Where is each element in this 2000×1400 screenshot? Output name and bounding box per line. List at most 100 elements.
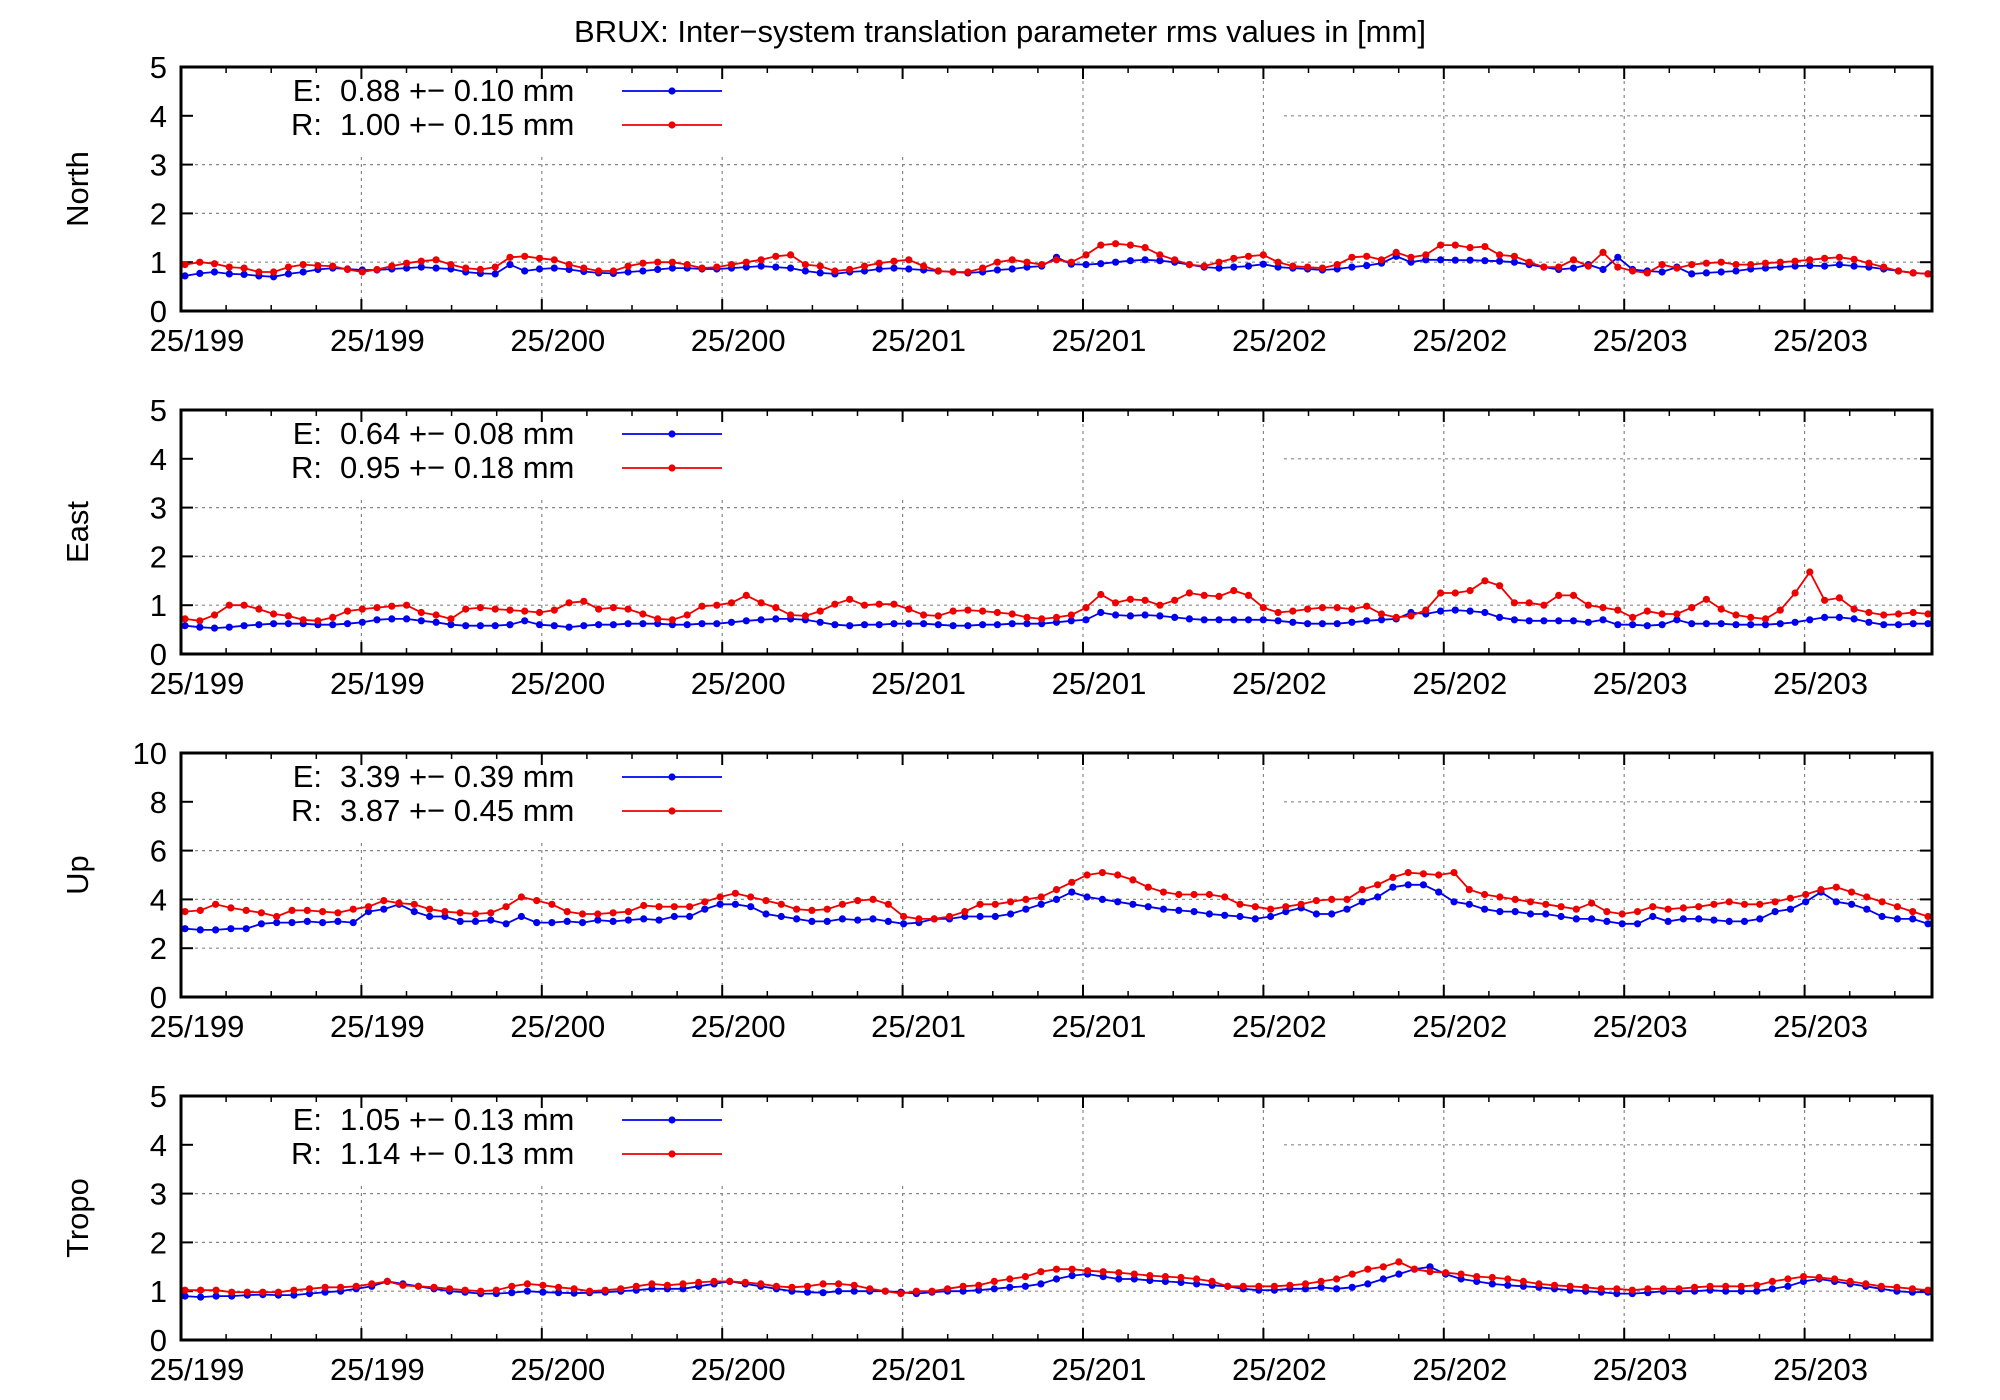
data-point xyxy=(713,620,721,628)
data-point xyxy=(1924,1286,1932,1294)
data-point xyxy=(663,1281,672,1289)
data-point xyxy=(380,897,388,905)
y-tick-label: 3 xyxy=(150,148,167,183)
x-tick-label: 25/199 xyxy=(330,1352,425,1387)
data-point xyxy=(240,264,248,272)
data-point xyxy=(240,622,248,630)
data-point xyxy=(1289,607,1297,615)
data-point xyxy=(240,270,248,278)
data-point xyxy=(506,606,514,614)
data-point xyxy=(1193,1275,1201,1283)
data-point xyxy=(1761,621,1770,629)
data-point xyxy=(1614,606,1622,614)
data-point xyxy=(655,916,663,924)
y-tick-label: 5 xyxy=(150,393,167,428)
data-point xyxy=(1159,905,1168,913)
data-point xyxy=(1098,895,1106,904)
data-point xyxy=(380,905,388,913)
data-point xyxy=(491,270,499,278)
data-point xyxy=(1304,620,1312,628)
data-point xyxy=(255,268,263,276)
data-point xyxy=(1426,1268,1434,1276)
data-point xyxy=(713,263,721,271)
data-point xyxy=(1451,606,1459,614)
data-point xyxy=(1023,613,1031,622)
data-point xyxy=(1221,911,1229,919)
data-point xyxy=(1821,262,1829,270)
data-point xyxy=(609,604,618,612)
data-point xyxy=(1799,1273,1808,1281)
data-point xyxy=(1052,256,1061,264)
data-point xyxy=(1358,898,1366,906)
data-point xyxy=(640,901,648,910)
data-point xyxy=(521,607,529,615)
data-point xyxy=(491,622,499,630)
data-point xyxy=(1633,908,1642,916)
data-point xyxy=(1732,261,1740,269)
legend-marker xyxy=(668,87,676,95)
data-point xyxy=(1208,1277,1216,1285)
data-point xyxy=(772,615,780,623)
data-point xyxy=(897,1290,905,1298)
data-point xyxy=(1664,905,1672,913)
data-point xyxy=(1466,607,1474,615)
data-point xyxy=(1244,616,1253,624)
data-point xyxy=(1924,610,1932,618)
data-point xyxy=(1259,251,1267,259)
data-point xyxy=(358,605,366,613)
data-point xyxy=(197,1293,205,1301)
series-r xyxy=(181,1258,1932,1298)
data-point xyxy=(1496,908,1504,916)
data-point xyxy=(710,1277,718,1285)
data-point xyxy=(212,1292,220,1300)
data-point xyxy=(288,919,296,927)
data-point xyxy=(578,910,587,918)
data-point xyxy=(535,265,544,273)
data-point xyxy=(1496,257,1504,265)
legend-stat: 3.39 +− 0.39 mm xyxy=(340,759,574,794)
data-point xyxy=(1141,244,1149,252)
x-tick-label: 25/200 xyxy=(691,1352,786,1387)
data-point xyxy=(1205,890,1213,899)
data-point xyxy=(949,607,957,615)
data-point xyxy=(1893,903,1901,911)
data-point xyxy=(1649,912,1657,921)
data-point xyxy=(1363,262,1371,270)
legend-label: R: xyxy=(291,793,322,828)
data-point xyxy=(1832,898,1840,906)
data-point xyxy=(1348,1270,1356,1278)
data-point xyxy=(1569,256,1578,264)
legend-marker xyxy=(668,430,676,438)
data-point xyxy=(334,917,342,926)
data-point xyxy=(1363,602,1371,610)
y-tick-label: 0 xyxy=(150,980,167,1015)
data-point xyxy=(303,906,311,915)
data-point xyxy=(1791,589,1799,597)
data-point xyxy=(539,1288,547,1296)
data-point xyxy=(1768,1285,1776,1293)
data-point xyxy=(624,262,632,270)
data-point xyxy=(1205,910,1213,918)
data-point xyxy=(1259,260,1267,268)
data-point xyxy=(890,264,898,272)
x-tick-label: 25/199 xyxy=(330,1009,425,1044)
data-point xyxy=(1374,893,1382,901)
data-point xyxy=(1343,895,1351,904)
data-point xyxy=(1348,605,1356,613)
data-point xyxy=(388,615,396,623)
x-tick-label: 25/203 xyxy=(1773,1352,1868,1387)
data-point xyxy=(1052,613,1061,622)
data-point xyxy=(609,909,617,917)
data-point xyxy=(1377,256,1386,264)
data-point xyxy=(1185,589,1193,597)
data-point xyxy=(1126,595,1134,603)
data-point xyxy=(1658,610,1666,618)
data-point xyxy=(270,268,278,276)
data-point xyxy=(471,917,480,926)
data-point xyxy=(819,1289,827,1297)
data-point xyxy=(1740,917,1749,926)
data-point xyxy=(337,1283,345,1291)
data-point xyxy=(1437,607,1445,615)
data-point xyxy=(747,903,755,911)
x-tick-label: 25/199 xyxy=(150,323,245,358)
